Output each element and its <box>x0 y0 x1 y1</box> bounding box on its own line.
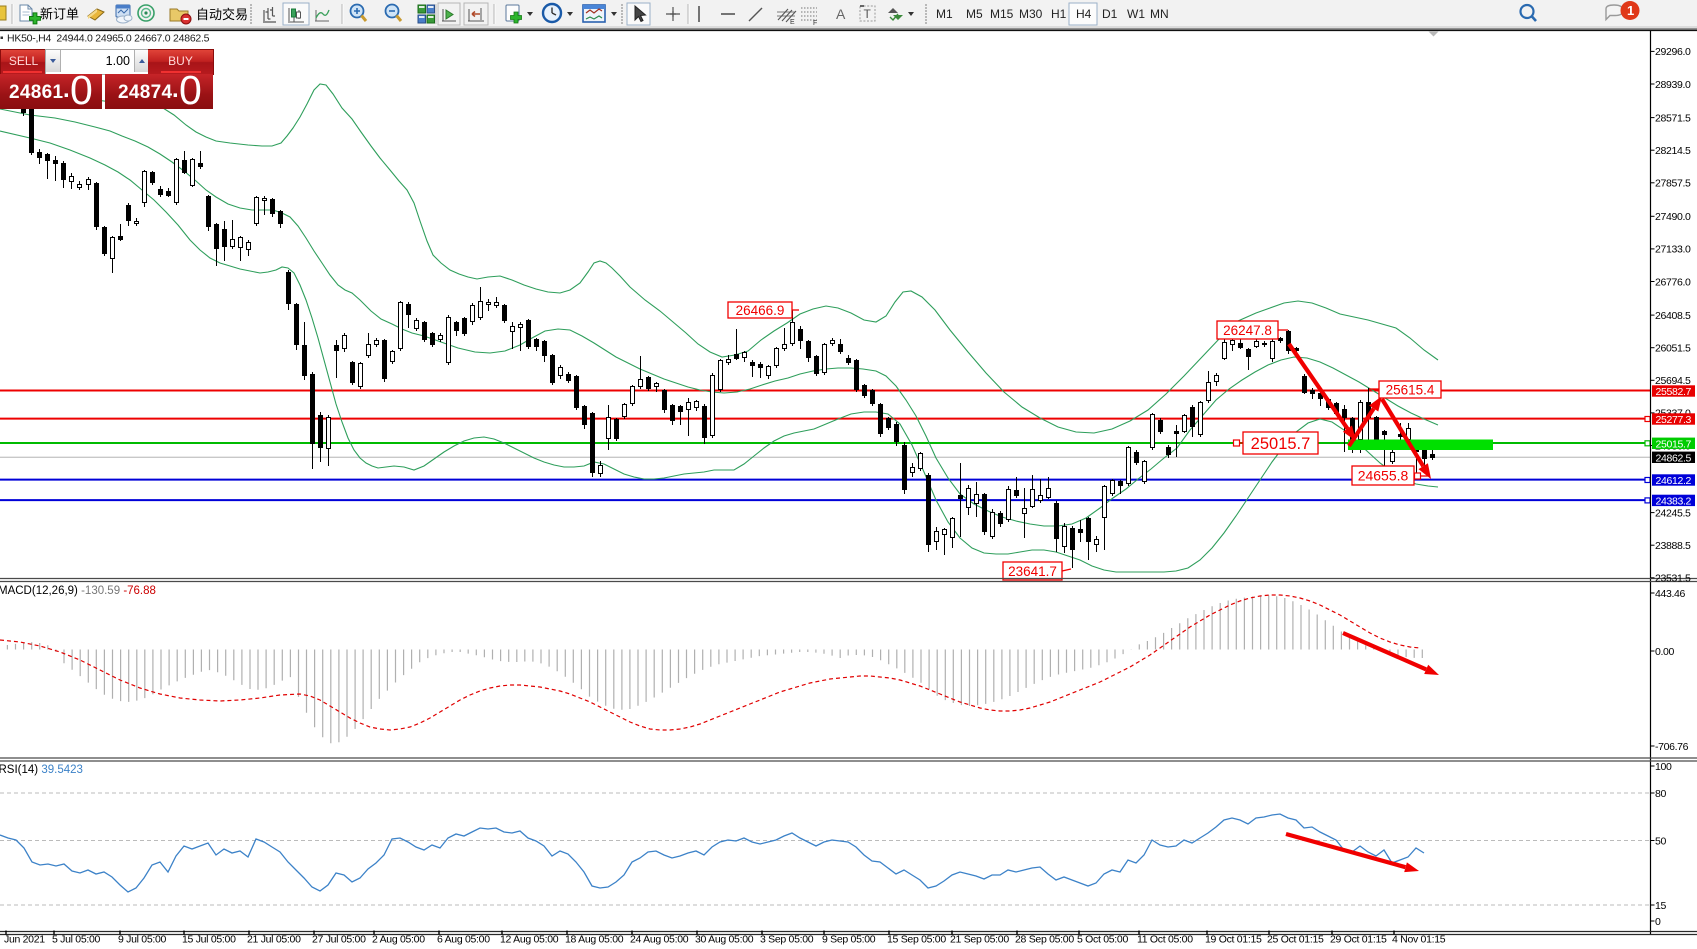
svg-text:0.00: 0.00 <box>1655 646 1675 658</box>
svg-text:30 Aug 05:00: 30 Aug 05:00 <box>695 934 754 946</box>
svg-text:24 Aug 05:00: 24 Aug 05:00 <box>630 934 689 946</box>
svg-text:12 Aug 05:00: 12 Aug 05:00 <box>500 934 559 946</box>
svg-text:H1: H1 <box>1051 7 1067 21</box>
svg-text:9 Jul 05:00: 9 Jul 05:00 <box>118 934 167 946</box>
svg-text:24612.2: 24612.2 <box>1656 475 1692 487</box>
svg-text:F: F <box>813 20 817 27</box>
svg-text:26247.8: 26247.8 <box>1223 323 1272 338</box>
svg-text:29296.0: 29296.0 <box>1655 46 1691 58</box>
svg-text:1: 1 <box>1627 3 1634 18</box>
svg-text:24245.5: 24245.5 <box>1655 507 1691 519</box>
svg-text:Jun 2021: Jun 2021 <box>4 934 45 946</box>
svg-text:27857.5: 27857.5 <box>1655 178 1691 190</box>
svg-text:W1: W1 <box>1127 7 1145 21</box>
svg-text:4 Nov 01:15: 4 Nov 01:15 <box>1392 934 1446 946</box>
svg-text:27133.0: 27133.0 <box>1655 244 1691 256</box>
svg-text:25015.7: 25015.7 <box>1656 438 1692 450</box>
svg-text:26051.5: 26051.5 <box>1655 343 1691 355</box>
svg-text:M1: M1 <box>936 7 953 21</box>
svg-text:26776.0: 26776.0 <box>1655 276 1691 288</box>
svg-text:11 Oct 05:00: 11 Oct 05:00 <box>1137 934 1193 946</box>
svg-text:28571.5: 28571.5 <box>1655 112 1691 124</box>
svg-text:29 Oct 01:15: 29 Oct 01:15 <box>1330 934 1387 946</box>
svg-text:自动交易: 自动交易 <box>196 7 248 22</box>
svg-text:26408.5: 26408.5 <box>1655 310 1691 322</box>
svg-text:23531.5: 23531.5 <box>1655 573 1691 585</box>
svg-text:28214.5: 28214.5 <box>1655 145 1691 157</box>
svg-text:新订单: 新订单 <box>40 7 79 22</box>
svg-text:M15: M15 <box>990 7 1014 21</box>
svg-text:24383.2: 24383.2 <box>1656 495 1692 507</box>
svg-text:25615.4: 25615.4 <box>1386 382 1435 397</box>
svg-text:15: 15 <box>1655 900 1666 912</box>
svg-text:21 Sep 05:00: 21 Sep 05:00 <box>950 934 1009 946</box>
svg-text:RSI(14) 39.5423: RSI(14) 39.5423 <box>0 764 83 776</box>
svg-text:9 Sep 05:00: 9 Sep 05:00 <box>822 934 876 946</box>
svg-text:3 Sep 05:00: 3 Sep 05:00 <box>760 934 814 946</box>
svg-text:50: 50 <box>1655 835 1666 847</box>
svg-text:H4: H4 <box>1076 7 1092 21</box>
svg-text:21 Jul 05:00: 21 Jul 05:00 <box>247 934 301 946</box>
svg-text:443.46: 443.46 <box>1655 588 1686 600</box>
svg-text:27490.0: 27490.0 <box>1655 211 1691 223</box>
svg-text:25 Oct 01:15: 25 Oct 01:15 <box>1267 934 1324 946</box>
svg-text:A: A <box>836 6 846 22</box>
svg-text:0: 0 <box>1655 916 1661 928</box>
svg-text:25582.7: 25582.7 <box>1656 386 1692 398</box>
svg-text:-706.76: -706.76 <box>1655 741 1689 753</box>
svg-text:27 Jul 05:00: 27 Jul 05:00 <box>312 934 366 946</box>
svg-text:18 Aug 05:00: 18 Aug 05:00 <box>565 934 624 946</box>
svg-text:MN: MN <box>1150 7 1169 21</box>
svg-text:23888.5: 23888.5 <box>1655 540 1691 552</box>
svg-text:15 Sep 05:00: 15 Sep 05:00 <box>887 934 946 946</box>
svg-text:24655.8: 24655.8 <box>1358 468 1409 484</box>
svg-text:25694.5: 25694.5 <box>1655 375 1691 387</box>
svg-text:5 Jul 05:00: 5 Jul 05:00 <box>52 934 101 946</box>
svg-text:6 Aug 05:00: 6 Aug 05:00 <box>437 934 490 946</box>
svg-text:80: 80 <box>1655 788 1666 800</box>
svg-text:D1: D1 <box>1102 7 1118 21</box>
svg-text:100: 100 <box>1655 761 1672 773</box>
svg-text:19 Oct 01:15: 19 Oct 01:15 <box>1205 934 1262 946</box>
svg-text:25015.7: 25015.7 <box>1251 435 1311 453</box>
svg-text:15 Jul 05:00: 15 Jul 05:00 <box>182 934 236 946</box>
svg-text:28 Sep 05:00: 28 Sep 05:00 <box>1015 934 1074 946</box>
svg-text:5 Oct 05:00: 5 Oct 05:00 <box>1077 934 1128 946</box>
svg-text:M5: M5 <box>966 7 983 21</box>
svg-text:HK50-,H4 24944.0 24965.0 2466: HK50-,H4 24944.0 24965.0 24667.0 24862.5 <box>7 33 210 45</box>
svg-text:E: E <box>790 19 795 26</box>
svg-text:25277.3: 25277.3 <box>1656 414 1692 426</box>
svg-text:T: T <box>864 7 872 21</box>
svg-text:28939.0: 28939.0 <box>1655 79 1691 91</box>
svg-text:M30: M30 <box>1019 7 1043 21</box>
svg-text:23641.7: 23641.7 <box>1008 564 1057 579</box>
svg-text:MACD(12,26,9) -130.59 -76.88: MACD(12,26,9) -130.59 -76.88 <box>0 585 156 597</box>
svg-text:26466.9: 26466.9 <box>736 303 785 318</box>
svg-text:24862.5: 24862.5 <box>1656 452 1692 464</box>
svg-text:2 Aug 05:00: 2 Aug 05:00 <box>372 934 425 946</box>
